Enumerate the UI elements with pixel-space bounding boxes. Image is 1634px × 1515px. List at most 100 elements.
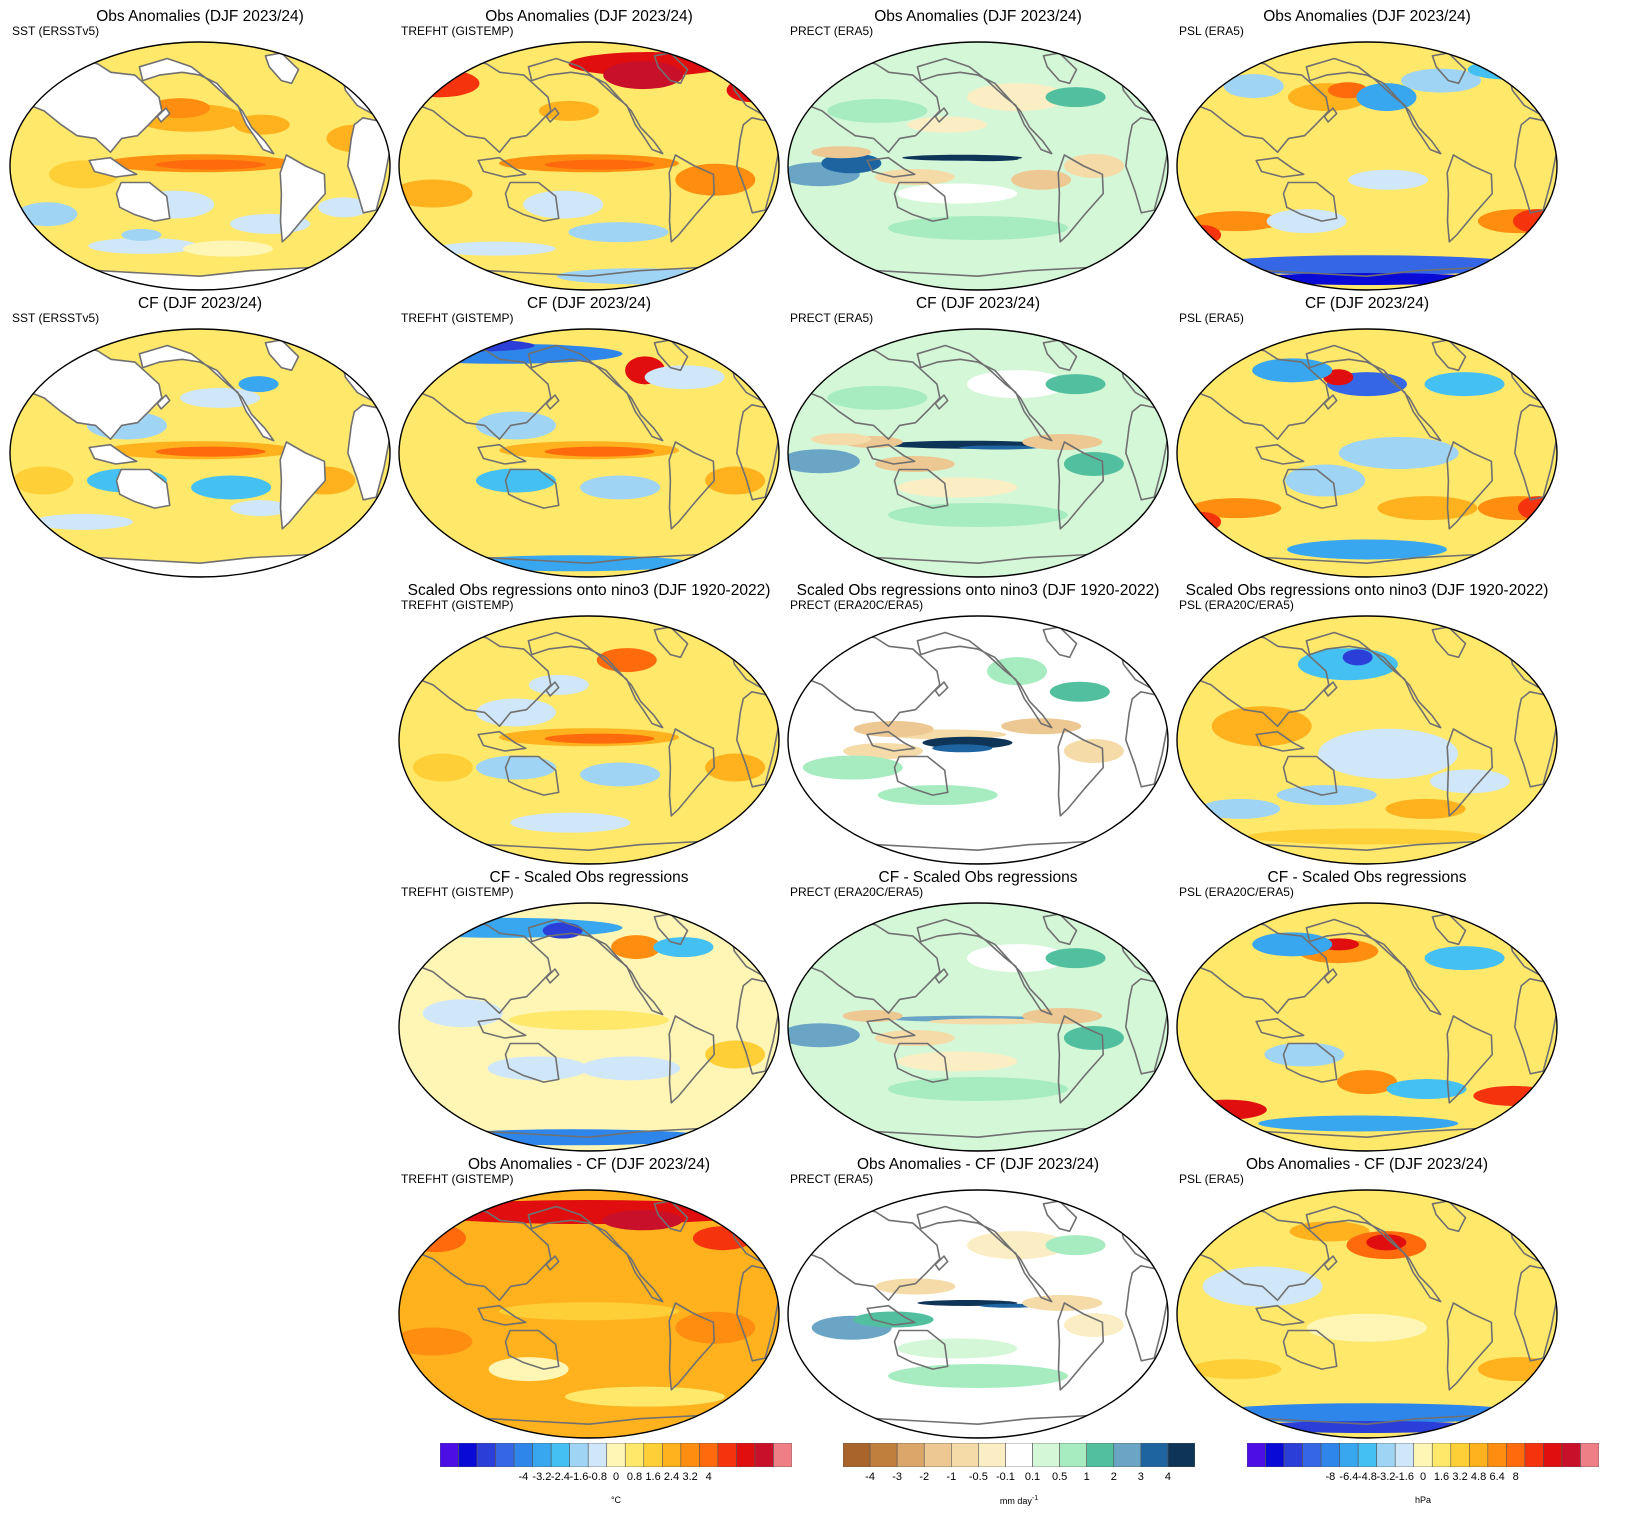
coastline-americasN xyxy=(1305,631,1442,729)
colorbar-swatch xyxy=(1113,1443,1142,1467)
coastline-japan xyxy=(1323,107,1338,123)
panel-subtitle: PRECT (ERA5) xyxy=(790,1172,874,1186)
panel-subtitle: PSL (ERA5) xyxy=(1179,24,1244,38)
anomaly-region xyxy=(1477,496,1557,521)
anomaly-region xyxy=(1001,718,1082,735)
colorbar-tick-label: 3.2 xyxy=(1452,1471,1468,1483)
colorbar-swatch xyxy=(1339,1443,1359,1467)
anomaly-region xyxy=(183,240,274,257)
colorbar-tick-label: 1.6 xyxy=(1433,1471,1450,1483)
colorbar-tick-label: -3.2 xyxy=(532,1471,552,1483)
colorbar-swatch xyxy=(1357,1443,1377,1467)
coastline-eurasia xyxy=(414,1205,552,1301)
coastline-americasN xyxy=(916,918,1053,1016)
map-robinson xyxy=(787,41,1169,291)
coastline-antarctica xyxy=(1210,1125,1524,1151)
coastline-australia xyxy=(893,181,949,222)
anomaly-region xyxy=(611,935,662,960)
panel-title: CF - Scaled Obs regressions xyxy=(878,869,1078,886)
map-border xyxy=(398,615,780,865)
anomaly-region xyxy=(32,513,133,530)
anomaly-region xyxy=(1337,1070,1397,1095)
panel-title: Scaled Obs regressions onto nino3 (DJF 1… xyxy=(407,582,771,599)
coastline-eurasia xyxy=(1192,918,1330,1014)
panel-title: Scaled Obs regressions onto nino3 (DJF 1… xyxy=(796,582,1160,599)
anomaly-region xyxy=(1252,932,1333,957)
coastline-eurasia xyxy=(414,57,552,153)
coastline-eurasia xyxy=(803,1205,941,1301)
anomaly-region xyxy=(705,1040,766,1069)
anomaly-region xyxy=(1338,437,1459,469)
anomaly-region xyxy=(802,755,903,780)
panel-title: CF (DJF 2023/24) xyxy=(1304,295,1430,312)
anomaly-region xyxy=(788,1023,860,1048)
map-border xyxy=(398,328,780,578)
anomaly-region xyxy=(821,153,882,174)
coastline-americasN xyxy=(916,344,1053,442)
anomaly-region xyxy=(1064,154,1125,178)
colorbar-tick-label: 4 xyxy=(1164,1471,1171,1483)
coastline-eurasia xyxy=(1192,1205,1330,1301)
anomaly-region xyxy=(422,999,503,1028)
colorbar-swatch xyxy=(1487,1443,1507,1467)
coastline-maritime xyxy=(88,443,138,465)
colorbar-unit: hPa xyxy=(1414,1495,1431,1505)
coastline-eurasia xyxy=(1192,631,1330,727)
anomaly-region xyxy=(230,500,291,517)
coastline-eurasia xyxy=(803,631,941,727)
map-robinson xyxy=(398,902,780,1152)
panel-title: CF (DJF 2023/24) xyxy=(137,295,263,312)
anomaly-region xyxy=(967,944,1068,973)
colorbar-swatch xyxy=(1561,1443,1581,1467)
coastline-australia xyxy=(893,755,949,796)
colorbar-tick-label: -0.1 xyxy=(995,1471,1015,1483)
anomaly-region xyxy=(1477,1357,1557,1382)
colorbar-swatch xyxy=(476,1443,496,1467)
coastline-americasN xyxy=(1305,918,1442,1016)
anomaly-region xyxy=(475,755,556,780)
anomaly-region xyxy=(1049,681,1110,702)
panel-title: CF - Scaled Obs regressions xyxy=(1267,869,1467,886)
coastline-americasS xyxy=(668,154,715,243)
colorbar-tick-label: -4 xyxy=(865,1471,875,1483)
colorbar-swatch xyxy=(643,1443,663,1467)
colorbar-swatch xyxy=(440,1443,459,1467)
anomaly-region xyxy=(414,339,535,352)
colorbar-pressure: -8 -6.4 -4.8 -3.2 -1.6 0 1.6 3.2 4.8 6.4 8 hPa xyxy=(1247,1443,1599,1515)
anomaly-region xyxy=(544,159,655,170)
anomaly-region xyxy=(907,116,988,133)
coastline-japan xyxy=(156,107,171,123)
coastline-australia xyxy=(893,1042,949,1083)
anomaly-region xyxy=(653,937,714,958)
colorbar-swatch xyxy=(1506,1443,1526,1467)
coastline-maritime xyxy=(477,156,527,178)
anomaly-region xyxy=(888,503,1068,527)
coastline-maritime xyxy=(1255,443,1305,465)
anomaly-region xyxy=(1467,59,1548,80)
anomaly-region xyxy=(542,922,583,939)
coastline-maritime xyxy=(477,443,527,465)
anomaly-region xyxy=(1385,798,1466,819)
coastline-americasS xyxy=(1446,1015,1493,1104)
colorbar-swatch xyxy=(736,1443,756,1467)
map-panel-prect-reg: Scaled Obs regressions onto nino3 (DJF 1… xyxy=(780,582,1176,872)
colorbar-swatch xyxy=(1394,1443,1415,1467)
anomaly-region xyxy=(888,216,1068,240)
map-panel-trefht-cf: CF (DJF 2023/24) TREFHT (GISTEMP) xyxy=(391,295,787,585)
anomaly-region xyxy=(1011,169,1072,190)
anomaly-region xyxy=(928,1018,1049,1025)
coastline-japan xyxy=(934,1255,949,1271)
colorbar-swatch xyxy=(1140,1443,1169,1467)
anomaly-region xyxy=(1207,255,1527,276)
panel-title: Obs Anomalies - CF (DJF 2023/24) xyxy=(467,1156,711,1173)
anomaly-region xyxy=(1181,224,1222,245)
colorbar-swatch xyxy=(1524,1443,1544,1467)
colorbar-tick-label: 3 xyxy=(1137,1471,1144,1483)
coastline-japan xyxy=(545,394,560,410)
anomaly-region xyxy=(897,183,1018,204)
colorbar-swatch xyxy=(1450,1443,1470,1467)
coastline-japan xyxy=(156,394,171,410)
anomaly-region xyxy=(875,1278,956,1295)
anomaly-region xyxy=(317,197,370,218)
colorbar-swatch xyxy=(624,1443,645,1467)
